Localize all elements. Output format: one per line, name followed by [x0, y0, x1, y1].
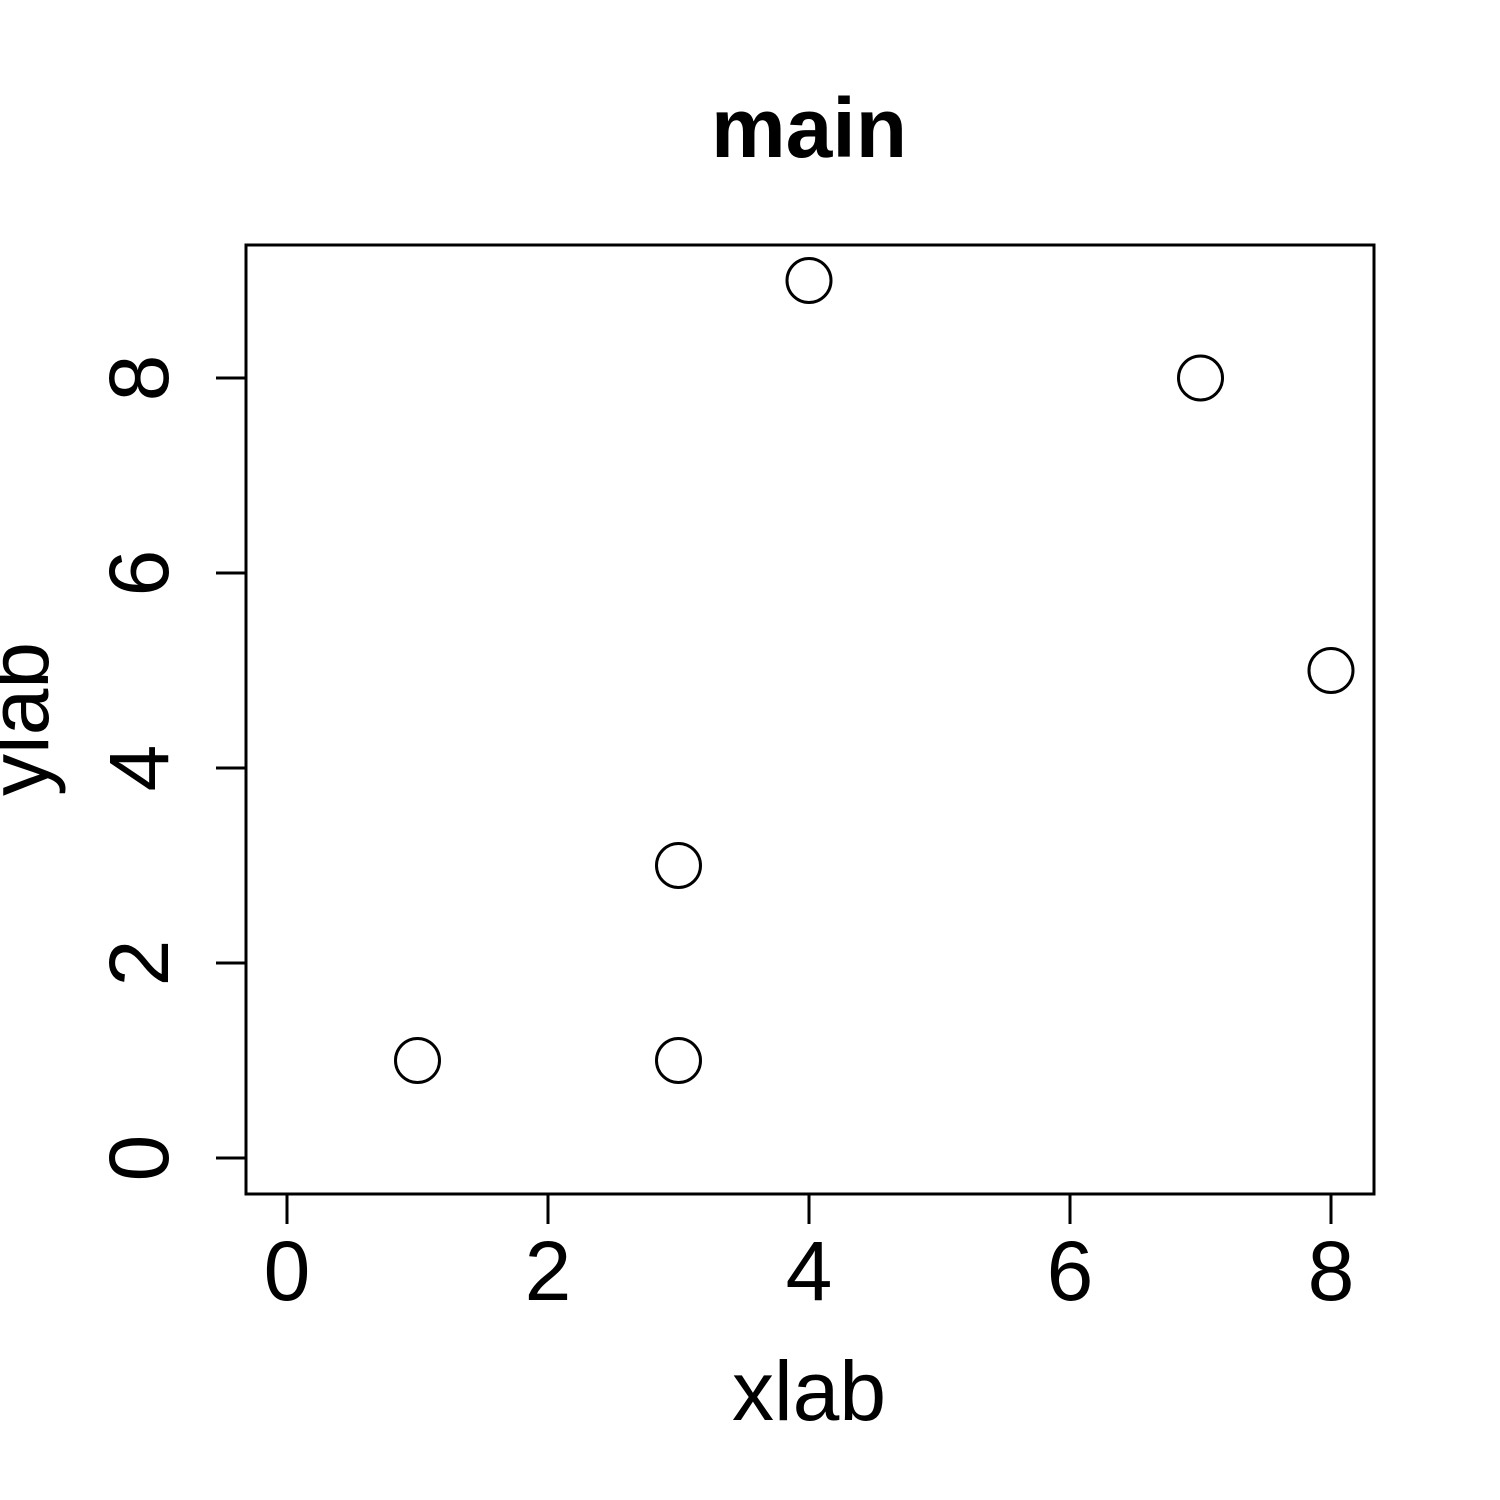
chart-title: main [711, 81, 907, 175]
y-tick-label: 2 [92, 940, 186, 987]
y-axis-label: ylab [0, 642, 66, 796]
data-point [394, 1037, 441, 1084]
data-point [785, 257, 833, 304]
y-tick-label: 6 [92, 550, 186, 597]
y-axis: 0 2 4 6 8 [92, 355, 246, 1182]
data-point [655, 1037, 702, 1084]
x-tick-label: 8 [1308, 1224, 1355, 1318]
y-tick-label: 8 [92, 355, 186, 402]
plot-frame [244, 243, 1376, 1196]
data-point [1307, 647, 1355, 694]
y-tick-label: 4 [92, 745, 186, 792]
x-axis-label: xlab [732, 1344, 886, 1438]
y-tick-label: 0 [92, 1135, 186, 1182]
data-point [1177, 354, 1224, 402]
x-tick-label: 2 [525, 1224, 572, 1318]
x-tick-label: 0 [264, 1224, 311, 1318]
x-tick-label: 4 [786, 1224, 833, 1318]
x-axis: 0 2 4 6 8 [264, 1194, 1355, 1318]
data-point [655, 842, 702, 889]
data-points [394, 257, 1355, 1084]
x-tick-label: 6 [1047, 1224, 1094, 1318]
